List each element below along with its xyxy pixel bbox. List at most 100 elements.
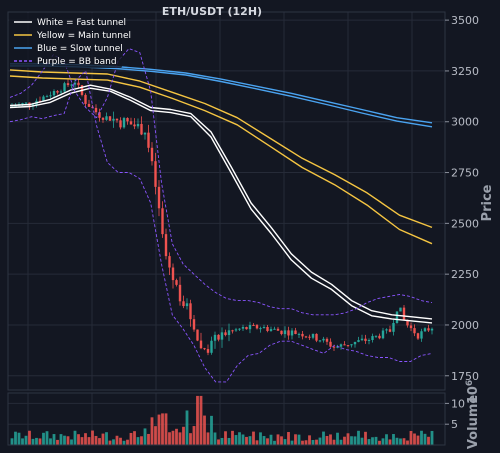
volume-exponent-power: 6 [465, 380, 475, 386]
candle-body [189, 303, 192, 320]
volume-bar [203, 415, 206, 445]
candle-body [287, 330, 290, 336]
candle-body [112, 118, 115, 121]
volume-bar [38, 438, 42, 445]
candle-body [101, 117, 105, 120]
volume-bar [416, 435, 420, 445]
candle-body [301, 333, 304, 337]
candle-body [367, 340, 371, 342]
volume-ticks: 5 10 [445, 397, 465, 431]
volume-bars [10, 395, 434, 445]
volume-bar [427, 436, 430, 445]
candle-body [402, 307, 406, 320]
candle-body [420, 331, 423, 339]
volume-bar [157, 414, 161, 445]
candle-body [329, 341, 332, 347]
volume-bar [175, 428, 178, 445]
candle-body [140, 123, 143, 135]
volume-bar [206, 432, 210, 445]
volume-bar [217, 439, 220, 445]
volume-bar [49, 438, 52, 445]
candle-body [94, 107, 98, 113]
volume-bar [336, 432, 339, 445]
volume-bar [301, 440, 304, 445]
volume-bar [276, 434, 280, 445]
candle-body [234, 329, 238, 331]
volume-bar [353, 436, 357, 445]
legend-label: Blue = Slow tunnel [37, 44, 123, 54]
volume-bar [367, 439, 371, 445]
volume-bar [392, 434, 395, 445]
volume-bar [21, 438, 24, 445]
candle-body [105, 116, 108, 120]
candle-body [297, 333, 301, 335]
candle-body [399, 307, 402, 312]
series-line [9, 48, 433, 316]
volume-bar [231, 430, 234, 445]
candle-body [430, 328, 434, 331]
candle-body [385, 329, 388, 331]
candle-body [161, 208, 164, 235]
volume-bar [283, 439, 287, 445]
volume-bar [77, 434, 80, 445]
volume-bar [140, 436, 143, 445]
volume-bar [35, 437, 38, 445]
candle-body [87, 103, 91, 107]
candle-body [59, 91, 63, 93]
volume-bar [10, 438, 14, 445]
legend-box [9, 13, 122, 68]
candle-body [388, 329, 392, 332]
candle-body [392, 322, 395, 332]
candle-body [255, 325, 259, 329]
volume-bar [385, 434, 388, 445]
legend-label: Purple = BB band [37, 57, 117, 67]
candle-body [353, 341, 357, 345]
volume-bar [395, 437, 399, 445]
candle-body [168, 256, 171, 268]
volume-bar [406, 440, 409, 445]
volume-bar [28, 430, 31, 445]
volume-bar [273, 440, 276, 445]
volume-bar [154, 426, 157, 445]
candle-body [136, 123, 140, 127]
volume-bar [423, 433, 427, 445]
volume-bar [17, 432, 21, 445]
volume-bar [59, 434, 63, 445]
candle-body [182, 301, 185, 307]
candle-body [178, 284, 182, 302]
candle-body [252, 325, 255, 327]
price-ticks: 1750 2000 2250 2500 2750 3000 3250 3500 [445, 14, 479, 383]
volume-bar [213, 432, 217, 445]
volume-bar [136, 437, 140, 445]
volume-bar [343, 436, 346, 445]
volume-bar [143, 428, 147, 445]
volume-bar [332, 439, 336, 445]
candle-body [224, 332, 227, 336]
price-axis-label: Price [480, 184, 495, 221]
volume-bar [112, 439, 115, 445]
candle-body [122, 118, 126, 128]
candle-body [318, 340, 322, 342]
candle-body [143, 132, 147, 135]
volume-bar [318, 437, 322, 445]
candle-body [164, 234, 168, 257]
volume-bar [280, 436, 283, 445]
volume-bar [234, 435, 238, 445]
volume-bar [115, 435, 119, 445]
candle-body [339, 344, 343, 347]
legend-label: White = Fast tunnel [37, 18, 126, 28]
volume-bar [108, 440, 112, 445]
volume-bar [252, 431, 255, 445]
volume-bar [269, 434, 273, 445]
volume-bar [101, 433, 105, 445]
volume-bar [266, 438, 269, 445]
volume-bar [304, 440, 308, 445]
candle-body [416, 333, 420, 339]
volume-bar [339, 439, 343, 445]
candle-body [171, 267, 175, 281]
series-line [9, 87, 433, 324]
candle-body [66, 83, 70, 86]
candle-body [322, 338, 325, 341]
candle-body [259, 328, 262, 330]
